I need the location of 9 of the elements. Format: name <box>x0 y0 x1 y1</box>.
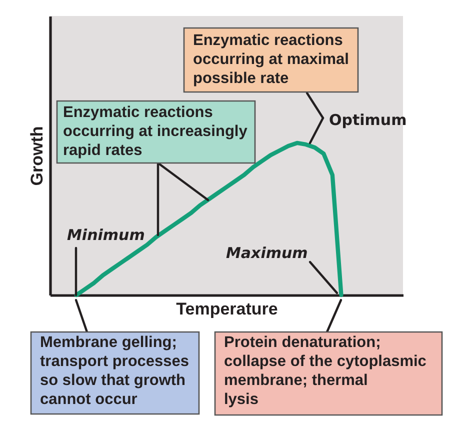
y-axis-title: Growth <box>28 126 46 186</box>
annotation: Minimum <box>67 226 145 244</box>
x-axis-title: Temperature <box>176 300 278 318</box>
annotation: Maximum <box>226 244 308 262</box>
text: Optimum <box>329 111 407 129</box>
text: Protein denaturation; collapse of the cytoplasmic membrane; thermal lysis <box>224 334 427 408</box>
text: Enzymatic reactions occurring at maximal possible rate <box>193 32 349 87</box>
annotation: Enzymatic reactions occurring at increasingly rapid rates <box>63 104 248 159</box>
text: Membrane gelling; transport processes so slow that growth cannot occur <box>40 334 190 408</box>
